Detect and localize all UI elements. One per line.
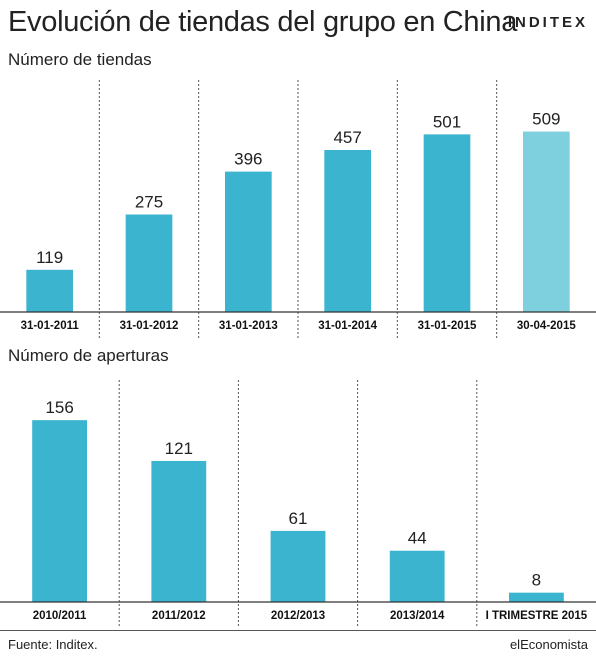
chart2-value-label: 156 bbox=[45, 398, 73, 417]
chart2-category-label: 2010/2011 bbox=[33, 610, 87, 622]
chart1-bar bbox=[224, 171, 272, 312]
chart2-category-label: 2013/2014 bbox=[390, 610, 445, 622]
chart1-category-label: 30-04-2015 bbox=[517, 320, 576, 332]
chart1-value-label: 501 bbox=[433, 112, 461, 131]
chart2-bar bbox=[270, 530, 326, 602]
chart1-bar bbox=[522, 131, 570, 312]
chart1-value-label: 119 bbox=[36, 248, 63, 267]
brand-logo: INDITEX bbox=[507, 14, 588, 31]
chart2-category-label: 2012/2013 bbox=[271, 610, 325, 622]
publisher-name: elEconomista bbox=[509, 637, 588, 652]
chart2-bar bbox=[508, 592, 564, 602]
chart1-bar bbox=[423, 134, 471, 312]
chart2-title: Número de aperturas bbox=[8, 346, 169, 365]
aperturas-chart: 156 2010/2011 121 2011/2012 61 2012/2013 44 201… bbox=[0, 380, 596, 628]
chart2-bar bbox=[32, 420, 88, 602]
chart2-value-label: 61 bbox=[289, 509, 308, 528]
chart1-value-label: 275 bbox=[135, 193, 163, 212]
chart2-value-label: 44 bbox=[408, 529, 427, 548]
chart1-category-label: 31-01-2011 bbox=[21, 320, 80, 332]
chart2-bar bbox=[389, 550, 445, 602]
chart-title: Evolución de tiendas del grupo en China bbox=[8, 6, 518, 38]
chart1-title: Número de tiendas bbox=[8, 50, 152, 69]
chart2-category-label: I TRIMESTRE 2015 bbox=[486, 610, 588, 622]
chart1-bar bbox=[26, 269, 74, 312]
chart2-value-label: 121 bbox=[165, 439, 193, 458]
footer-divider bbox=[0, 630, 596, 631]
chart1-bar bbox=[324, 149, 372, 312]
chart2-value-label: 8 bbox=[532, 571, 541, 590]
chart1-value-label: 457 bbox=[333, 128, 361, 147]
source-note: Fuente: Inditex. bbox=[8, 637, 98, 652]
chart1-category-label: 31-01-2014 bbox=[318, 320, 377, 332]
chart1-category-label: 31-01-2012 bbox=[120, 320, 179, 332]
chart1-category-label: 31-01-2013 bbox=[219, 320, 278, 332]
chart1-category-label: 31-01-2015 bbox=[418, 320, 477, 332]
chart2-bar bbox=[151, 460, 207, 602]
chart2-category-label: 2011/2012 bbox=[152, 610, 206, 622]
chart1-value-label: 396 bbox=[234, 150, 262, 169]
chart1-bar bbox=[125, 214, 173, 312]
tiendas-chart: 119 31-01-2011 275 31-01-2012 396 31-01-2013 4… bbox=[0, 80, 596, 338]
chart1-value-label: 509 bbox=[532, 110, 560, 129]
